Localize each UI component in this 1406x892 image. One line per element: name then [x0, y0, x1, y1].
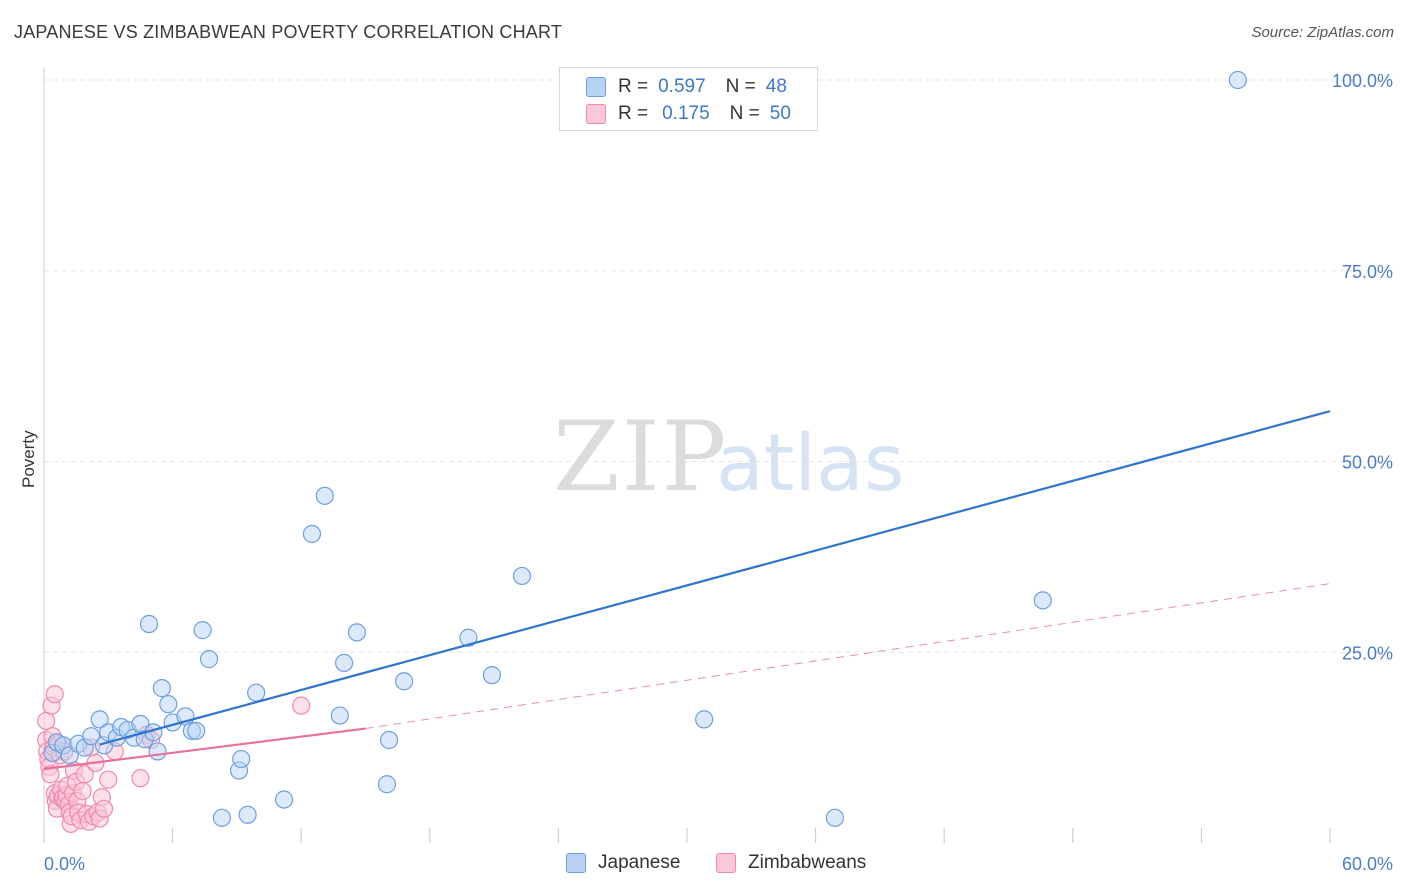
legend-swatch-zimbabweans	[586, 104, 606, 124]
x-tick-label: 60.0%	[1342, 854, 1393, 874]
legend-row-japanese: R = 0.597 N = 48	[586, 74, 787, 100]
legend-box: R = 0.597 N = 48 R = 0.175 N = 50	[559, 67, 818, 131]
japanese-point	[330, 706, 349, 725]
series-legend-japanese: Japanese	[566, 852, 680, 874]
japanese-point	[482, 666, 502, 685]
legend-r-label: R =	[618, 103, 649, 124]
zimbabweans-point	[45, 685, 64, 704]
japanese-point	[187, 721, 206, 740]
japanese-point	[302, 524, 322, 544]
japanese-point	[1228, 70, 1247, 90]
watermark-zip: ZIP	[553, 401, 728, 513]
legend-swatch-japanese	[586, 77, 606, 97]
legend-n-label: N =	[729, 103, 760, 124]
zimbabweans-point	[75, 765, 94, 784]
grid-layer	[44, 79, 1395, 653]
japanese-point	[347, 623, 367, 642]
zimbabweans-point	[99, 770, 118, 789]
japanese-point	[334, 653, 354, 673]
japanese-point	[512, 566, 532, 586]
chart-title: JAPANESE VS ZIMBABWEAN POVERTY CORRELATI…	[14, 22, 563, 42]
legend-n-value: 48	[765, 76, 787, 97]
japanese-point	[377, 775, 397, 794]
series-swatch-zimbabweans	[716, 853, 736, 873]
japanese-point	[232, 749, 251, 769]
watermark-atlas: atlas	[716, 419, 905, 509]
japanese-point	[247, 683, 266, 702]
tick-labels: 25.0% 50.0% 75.0% 100.0% 0.0% 60.0%	[44, 71, 1393, 874]
series-swatch-japanese	[566, 853, 586, 873]
series-name-japanese: Japanese	[598, 852, 681, 873]
zimbabweans-point	[94, 799, 114, 818]
japanese-point	[148, 742, 167, 761]
y-tick-label: 75.0%	[1342, 262, 1393, 282]
japanese-point	[274, 790, 294, 809]
japanese-point	[82, 727, 101, 746]
japanese-point	[459, 628, 478, 647]
zimbabweans-trend-line	[43, 727, 366, 771]
legend-n-label: N =	[725, 76, 756, 97]
legend-row-zimbabweans: R = 0.175 N = 50	[586, 101, 791, 127]
zimbabweans-point	[37, 711, 56, 731]
trend-lines	[43, 410, 1331, 771]
zimbabweans-point	[73, 782, 92, 801]
zimbabweans-trend-extension	[365, 583, 1331, 730]
y-tick-label: 25.0%	[1342, 643, 1393, 663]
y-axis-label: Poverty	[19, 430, 38, 488]
legend-n-value: 50	[769, 103, 791, 124]
japanese-point	[152, 679, 171, 698]
japanese-point	[199, 650, 219, 669]
japanese-point	[1033, 591, 1052, 610]
series-legend: Japanese Zimbabweans	[0, 852, 1406, 878]
japanese-point	[139, 614, 159, 634]
japanese-trend-line	[99, 410, 1331, 746]
japanese-point	[695, 710, 714, 729]
series-name-zimbabweans: Zimbabweans	[748, 852, 867, 873]
y-tick-label: 50.0%	[1342, 453, 1393, 473]
series-legend-zimbabweans: Zimbabweans	[716, 852, 866, 874]
zimbabweans-point	[131, 769, 150, 788]
japanese-point	[394, 672, 414, 691]
legend-r-label: R =	[618, 76, 649, 97]
y-tick-label: 100.0%	[1332, 71, 1393, 91]
japanese-point	[159, 695, 178, 714]
legend-r-value: 0.175	[662, 103, 710, 124]
zimbabweans-point	[41, 765, 60, 784]
zimbabweans-points	[37, 685, 311, 834]
japanese-point	[193, 621, 212, 640]
watermark: ZIP atlas	[553, 401, 905, 513]
legend-r-value: 0.597	[658, 76, 706, 97]
x-tick-label: 0.0%	[44, 854, 85, 874]
japanese-point	[379, 730, 399, 750]
japanese-point	[315, 486, 334, 505]
japanese-point	[238, 805, 257, 824]
zimbabweans-point	[292, 696, 311, 715]
japanese-point	[825, 808, 844, 827]
source-label: Source: ZipAtlas.com	[1251, 24, 1394, 41]
japanese-point	[212, 808, 231, 827]
japanese-point	[90, 710, 109, 729]
